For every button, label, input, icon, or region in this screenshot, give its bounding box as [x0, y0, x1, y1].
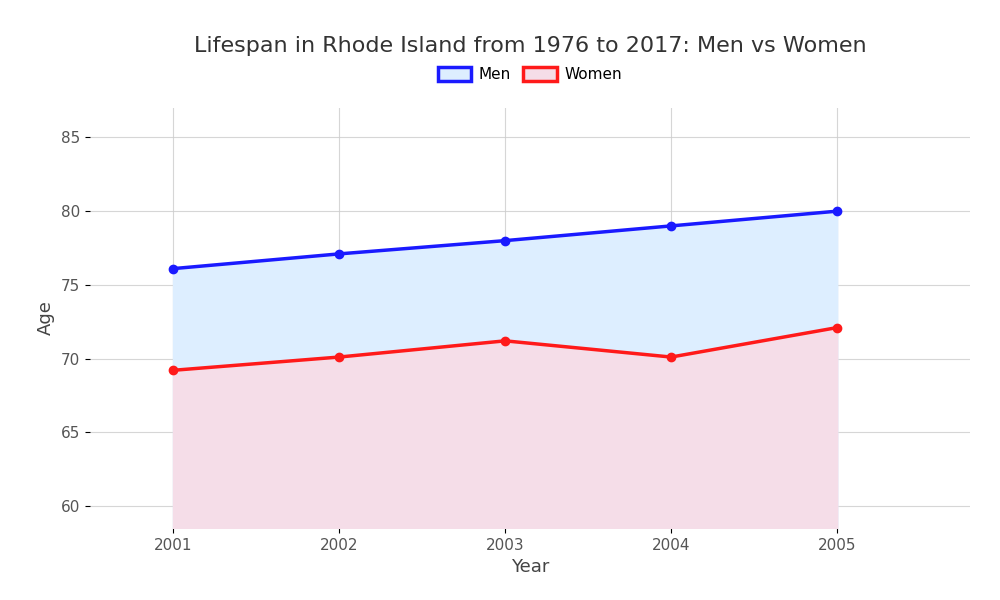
Y-axis label: Age: Age	[37, 301, 55, 335]
Legend: Men, Women: Men, Women	[432, 61, 628, 88]
X-axis label: Year: Year	[511, 558, 549, 576]
Title: Lifespan in Rhode Island from 1976 to 2017: Men vs Women: Lifespan in Rhode Island from 1976 to 20…	[194, 37, 866, 56]
